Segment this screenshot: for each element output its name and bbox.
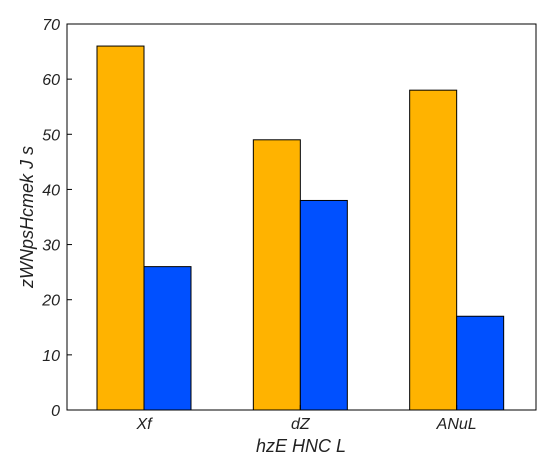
y-tick-label: 30: [42, 238, 60, 255]
y-tick-label: 60: [42, 72, 60, 89]
y-axis-title: zWNpsHcmek J s: [17, 146, 37, 289]
y-axis: 0 10 20 30 40 50 60 70: [41, 17, 72, 420]
bars-group: [96, 45, 505, 411]
y-tick-label: 70: [42, 17, 60, 34]
y-tick-label: 50: [42, 127, 60, 144]
bar-dZ-2: [299, 199, 348, 411]
y-tick-label: 0: [51, 403, 60, 420]
x-tick-label: dZ: [291, 416, 311, 433]
y-tick-label: 10: [42, 348, 60, 365]
y-tick-label: 40: [42, 182, 60, 199]
bar-ANuL-1: [409, 89, 458, 411]
bar-ANuL-2: [456, 315, 505, 411]
x-tick-label: ANuL: [436, 416, 477, 433]
y-tick-label: 20: [41, 293, 60, 310]
bar-Xf-1: [96, 45, 145, 411]
bar-dZ-1: [252, 139, 301, 411]
bar-Xf-2: [143, 266, 192, 411]
x-axis-title: hzE HNC L: [256, 436, 346, 456]
x-axis: Xf dZ ANuL: [135, 405, 477, 433]
x-tick-label: Xf: [135, 416, 153, 433]
